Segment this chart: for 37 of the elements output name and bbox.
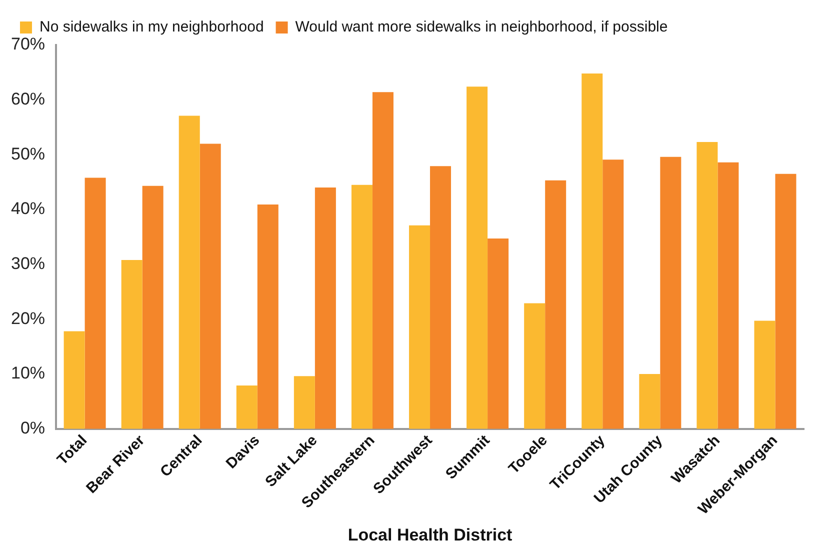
- bar: [314, 188, 336, 429]
- bar: [372, 92, 394, 429]
- bar: [294, 376, 315, 429]
- y-tick-label: 50%: [10, 144, 46, 164]
- bar: [351, 184, 372, 429]
- y-tick-label: 60%: [10, 90, 46, 109]
- bar: [236, 386, 258, 429]
- bar: [545, 180, 566, 429]
- x-axis-title: Local Health District: [348, 525, 513, 544]
- bar: [639, 374, 660, 429]
- bar: [660, 156, 682, 429]
- bar: [466, 86, 488, 429]
- bar: [524, 303, 546, 429]
- legend-label: No sidewalks in my neighborhood: [40, 18, 264, 36]
- bar: [696, 142, 718, 429]
- y-tick-label: 30%: [10, 254, 46, 274]
- bar: [64, 331, 85, 429]
- bar: [409, 225, 430, 429]
- y-tick-label: 70%: [10, 34, 46, 54]
- bar: [754, 320, 776, 429]
- y-tick-label: 40%: [10, 199, 46, 218]
- bar: [142, 186, 164, 429]
- bar: [430, 166, 452, 429]
- y-tick-label: 0%: [20, 418, 46, 438]
- bar: [84, 178, 106, 429]
- bar: [488, 238, 509, 429]
- bar: [200, 144, 221, 429]
- bar: [775, 174, 796, 429]
- bar: [257, 204, 278, 429]
- bar: [718, 162, 739, 429]
- legend-label: Would want more sidewalks in neighborhood, if possible: [295, 18, 668, 36]
- bar: [178, 116, 200, 429]
- bar: [121, 260, 142, 429]
- bar: [602, 160, 624, 429]
- y-tick-label: 20%: [10, 308, 46, 328]
- bar: [582, 74, 603, 429]
- y-tick-label: 10%: [10, 364, 46, 383]
